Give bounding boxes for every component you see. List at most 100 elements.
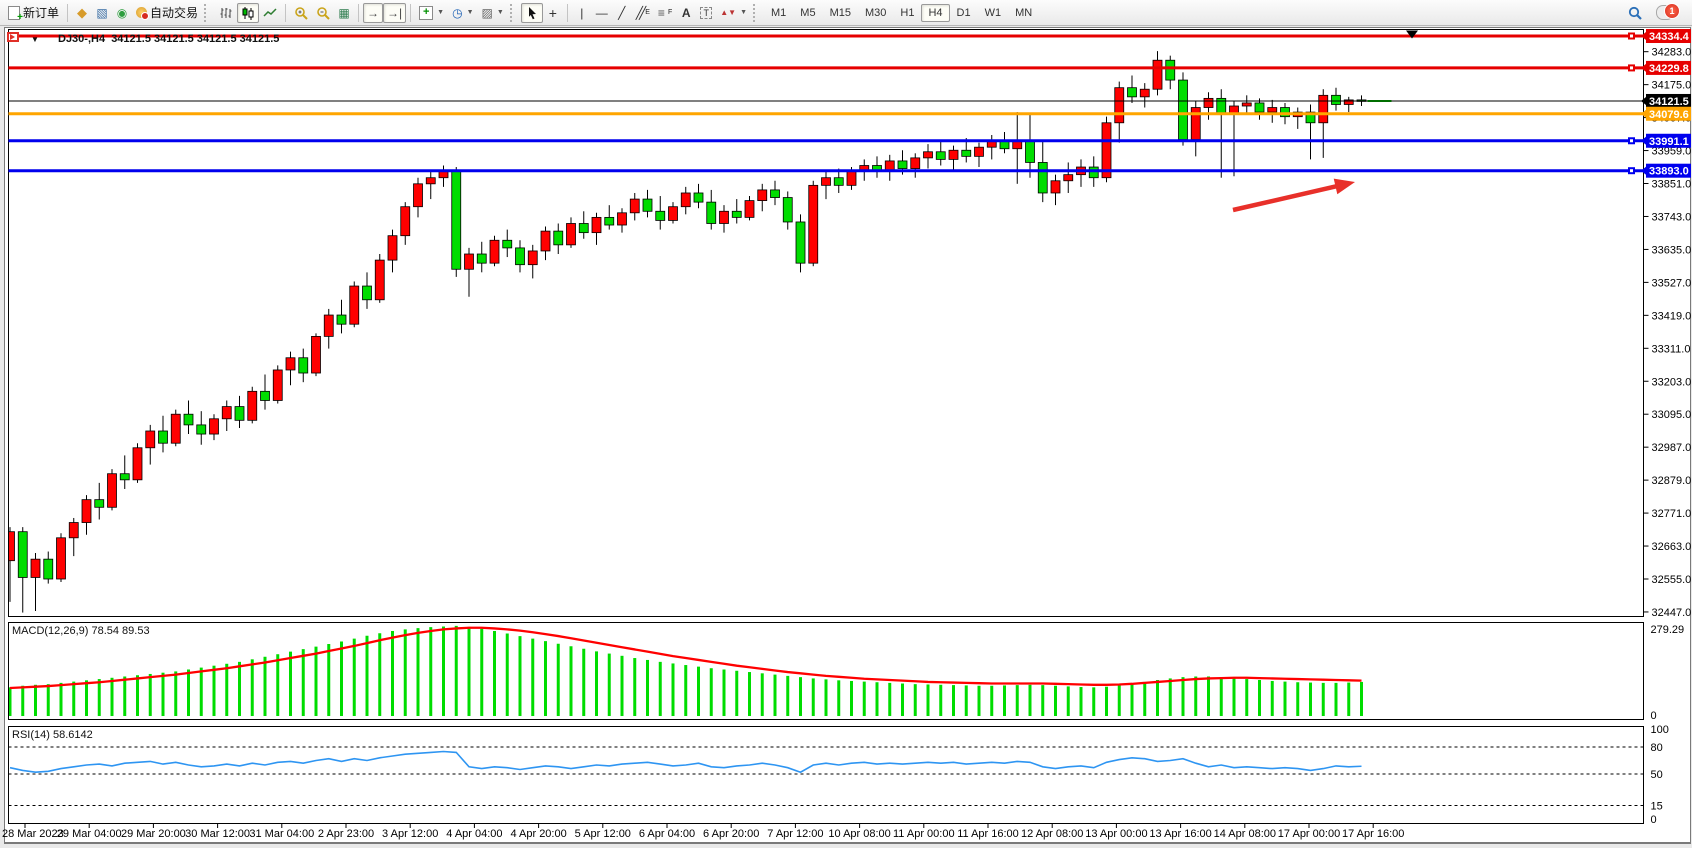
cursor-button[interactable] <box>520 2 543 23</box>
timeframe-M1-button[interactable]: M1 <box>764 4 793 22</box>
vertical-line-button[interactable]: | <box>572 3 592 23</box>
svg-text:34283.0: 34283.0 <box>1652 47 1692 59</box>
chart-shift-button[interactable]: →| <box>383 2 407 23</box>
svg-text:33991.1: 33991.1 <box>1649 136 1689 148</box>
text-label-button[interactable]: T <box>696 3 716 23</box>
timeframe-D1-button[interactable]: D1 <box>950 4 978 22</box>
svg-text:6 Apr 20:00: 6 Apr 20:00 <box>703 828 759 840</box>
fibonacci-retracement-button[interactable]: ≡ F <box>654 3 676 23</box>
svg-text:34229.8: 34229.8 <box>1649 63 1689 75</box>
svg-text:12 Apr 08:00: 12 Apr 08:00 <box>1021 828 1083 840</box>
new-order-button[interactable]: + 新订单 <box>4 3 63 23</box>
toolbar-separator <box>358 3 360 22</box>
svg-text:80: 80 <box>1651 742 1663 754</box>
svg-text:33419.0: 33419.0 <box>1652 310 1692 322</box>
styler-button[interactable]: ◆ <box>72 3 92 23</box>
svg-text:33959.0: 33959.0 <box>1652 146 1692 158</box>
main-toolbar: + 新订单 ◆ ▧ ◉ 自动交易 ▦ → →| + ▼ ◷ ▼ ▨ ▼ + | — ╱ ╱╱ E ≡ F A T ▲▼ ▼ M1 M5 M… <box>0 0 1692 26</box>
chart-gallery-button[interactable]: ▧ <box>92 3 112 23</box>
svg-text:13 Apr 00:00: 13 Apr 00:00 <box>1085 828 1147 840</box>
macd-axis-labels: 279.29 0 <box>1651 624 1685 722</box>
zoom-in-button[interactable] <box>290 3 312 23</box>
chat-balloon-icon: 1 <box>1656 3 1680 20</box>
svg-text:30 Mar 12:00: 30 Mar 12:00 <box>185 828 250 840</box>
periods-button[interactable]: ◷ ▼ <box>448 3 477 23</box>
main-price-pane <box>8 29 1644 617</box>
svg-text:11 Apr 00:00: 11 Apr 00:00 <box>893 828 955 840</box>
svg-text:100: 100 <box>1651 724 1669 736</box>
svg-text:34175.0: 34175.0 <box>1652 80 1692 92</box>
search-button[interactable] <box>1624 3 1646 23</box>
chart-title: DJ30-,H4 34121.5 34121.5 34121.5 34121.5 <box>58 33 280 45</box>
svg-text:32447.0: 32447.0 <box>1652 607 1692 619</box>
svg-text:14 Apr 08:00: 14 Apr 08:00 <box>1214 828 1276 840</box>
svg-text:2 Apr 23:00: 2 Apr 23:00 <box>318 828 374 840</box>
toolbar-grip <box>509 3 516 22</box>
toolbar-grip <box>204 3 210 22</box>
line-chart-button[interactable] <box>259 3 281 23</box>
svg-text:33527.0: 33527.0 <box>1652 277 1692 289</box>
svg-text:32771.0: 32771.0 <box>1652 508 1692 520</box>
svg-text:17 Apr 16:00: 17 Apr 16:00 <box>1342 828 1404 840</box>
trend-arrow-annotation[interactable] <box>1232 178 1355 213</box>
auto-trading-label: 自动交易 <box>150 6 199 20</box>
rsi-line <box>9 750 1362 774</box>
notifications-button[interactable]: 1 <box>1652 3 1680 23</box>
zoom-out-button[interactable] <box>312 3 334 23</box>
tile-windows-button[interactable]: ▦ <box>334 3 354 23</box>
toolbar-separator <box>410 3 412 22</box>
toolbar-grip <box>753 3 759 22</box>
timeframe-M30-button[interactable]: M30 <box>858 4 893 22</box>
svg-text:0: 0 <box>1651 710 1657 722</box>
timeframe-MN-button[interactable]: MN <box>1008 4 1039 22</box>
auto-scroll-button[interactable]: → <box>363 2 384 23</box>
timeframe-M5-button[interactable]: M5 <box>793 4 822 22</box>
chart-shift-marker[interactable] <box>1406 30 1418 39</box>
auto-trading-button[interactable]: 自动交易 <box>132 3 202 23</box>
price-level-lines[interactable] <box>8 32 1644 175</box>
macd-histogram <box>9 625 1363 716</box>
timeframe-W1-button[interactable]: W1 <box>978 4 1009 22</box>
svg-text:10 Apr 08:00: 10 Apr 08:00 <box>828 828 890 840</box>
svg-text:5 Apr 12:00: 5 Apr 12:00 <box>575 828 631 840</box>
rsi-indicator-label: RSI(14) 58.6142 <box>12 729 93 741</box>
svg-text:4 Apr 20:00: 4 Apr 20:00 <box>510 828 566 840</box>
svg-text:11 Apr 16:00: 11 Apr 16:00 <box>957 828 1019 840</box>
svg-text:33095.0: 33095.0 <box>1652 409 1692 421</box>
svg-text:50: 50 <box>1651 769 1663 781</box>
signals-button[interactable]: ◉ <box>112 3 132 23</box>
svg-text:279.29: 279.29 <box>1651 624 1685 636</box>
svg-text:33203.0: 33203.0 <box>1652 376 1692 388</box>
svg-text:29 Mar 20:00: 29 Mar 20:00 <box>121 828 186 840</box>
svg-text:7 Apr 12:00: 7 Apr 12:00 <box>767 828 823 840</box>
candlestick-chart-button[interactable] <box>237 2 260 23</box>
rsi-axis-labels: 100 80 50 150 <box>1651 724 1669 826</box>
toolbar-separator <box>285 3 287 22</box>
chart-canvas[interactable]: 34283.034175.034067.033959.033851.033743… <box>0 27 1692 848</box>
horizontal-line-button[interactable]: — <box>592 3 612 23</box>
svg-text:17 Apr 00:00: 17 Apr 00:00 <box>1278 828 1340 840</box>
timeframe-M15-button[interactable]: M15 <box>823 4 858 22</box>
templates-button[interactable]: ▨ ▼ <box>478 3 508 23</box>
chart-menu-arrow-icon[interactable]: ▼ <box>31 35 39 44</box>
one-click-trading-button[interactable] <box>7 32 19 42</box>
svg-text:33635.0: 33635.0 <box>1652 244 1692 256</box>
bar-chart-button[interactable] <box>215 3 237 23</box>
text-button[interactable]: A <box>676 3 696 23</box>
indicators-list-button[interactable]: + ▼ <box>415 3 448 23</box>
arrows-button[interactable]: ▲▼ ▼ <box>716 3 751 23</box>
macd-indicator-label: MACD(12,26,9) 78.54 89.53 <box>12 625 150 637</box>
trendline-button[interactable]: ╱ <box>612 3 632 23</box>
macd-signal-line <box>9 626 1362 690</box>
svg-text:32663.0: 32663.0 <box>1652 541 1692 553</box>
equidistant-channel-button[interactable]: ╱╱ E <box>632 3 654 23</box>
timeframe-H1-button[interactable]: H1 <box>893 4 921 22</box>
svg-text:33743.0: 33743.0 <box>1652 211 1692 223</box>
crosshair-button[interactable]: + <box>543 3 563 23</box>
rsi-pane <box>8 726 1644 824</box>
timeframe-H4-button[interactable]: H4 <box>921 3 950 22</box>
svg-text:32555.0: 32555.0 <box>1652 574 1692 586</box>
svg-text:31 Mar 04:00: 31 Mar 04:00 <box>249 828 314 840</box>
svg-text:15: 15 <box>1651 801 1663 813</box>
